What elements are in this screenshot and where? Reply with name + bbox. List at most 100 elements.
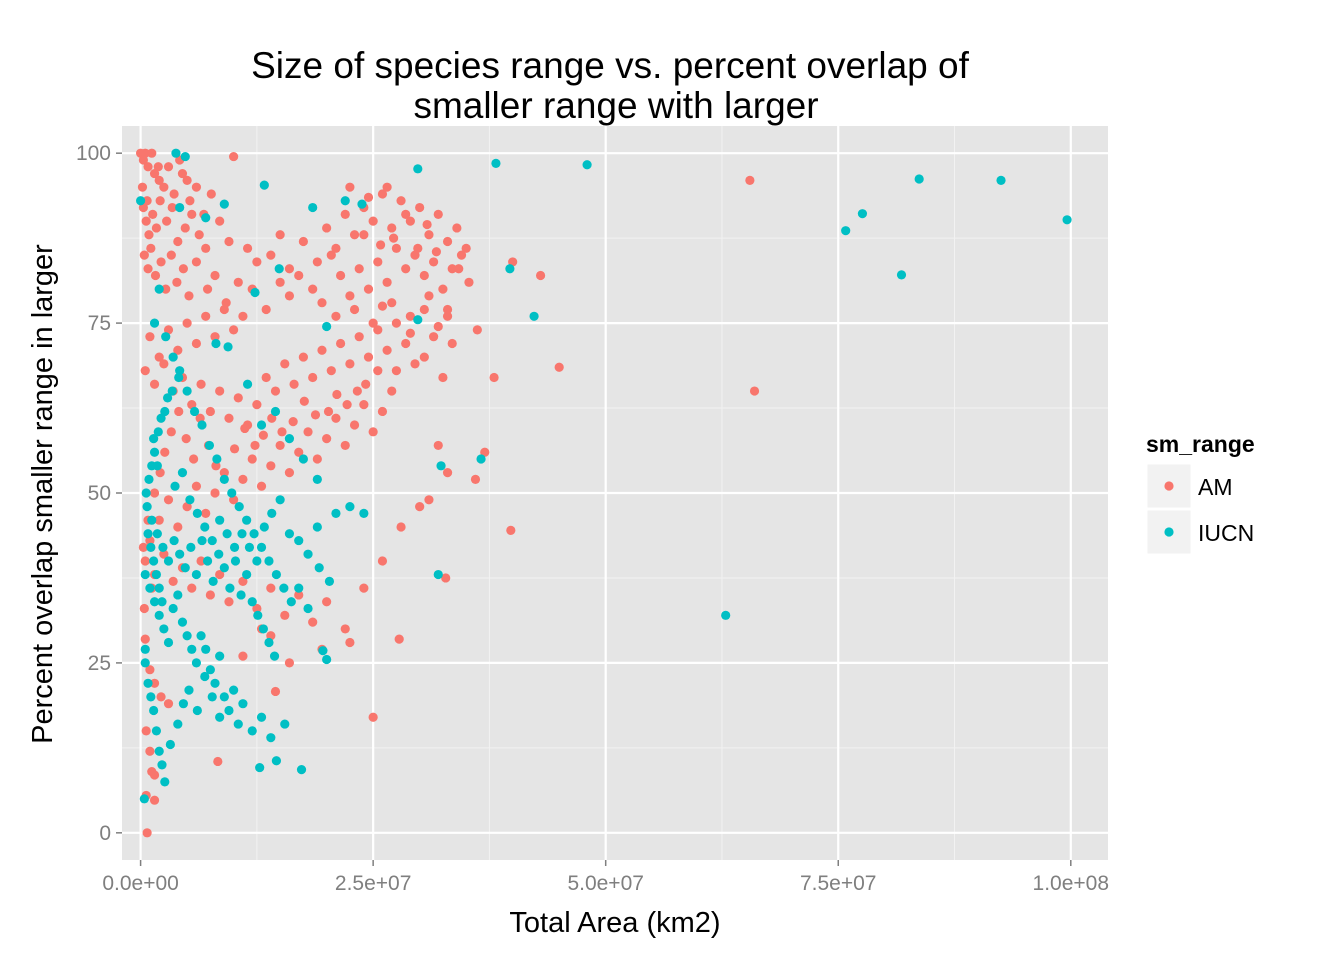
data-point-am: [159, 549, 169, 559]
data-point-iucn: [192, 705, 202, 716]
data-point-am: [191, 338, 202, 349]
data-point-am: [172, 277, 182, 287]
data-point-am: [359, 400, 369, 410]
data-point-iucn: [237, 529, 247, 539]
data-point-am: [149, 488, 160, 498]
data-point-am: [335, 338, 346, 349]
data-point-am: [410, 359, 420, 369]
data-point-am: [194, 230, 204, 240]
data-point-iucn: [318, 646, 328, 656]
data-point-iucn: [173, 719, 183, 729]
data-point-am: [391, 366, 402, 376]
data-point-iucn: [331, 508, 341, 518]
data-point-am: [145, 665, 155, 675]
data-point-iucn: [234, 501, 244, 512]
data-point-iucn: [160, 777, 170, 787]
data-point-am: [405, 328, 415, 338]
data-point-iucn: [154, 284, 164, 294]
data-point-iucn: [274, 264, 284, 274]
data-point-am: [256, 481, 267, 491]
data-point-iucn: [359, 508, 369, 518]
data-point-iucn: [192, 508, 202, 518]
legend-point-am: [1164, 481, 1174, 491]
data-point-am: [139, 250, 149, 260]
data-point-iucn: [252, 556, 262, 566]
data-point-am: [145, 746, 155, 756]
data-point-am: [161, 284, 171, 294]
data-point-am: [182, 175, 192, 185]
data-point-am: [340, 209, 350, 219]
data-point-iucn: [505, 264, 515, 274]
data-point-am: [155, 196, 165, 206]
data-point-iucn: [149, 597, 160, 607]
data-point-iucn: [162, 393, 173, 403]
data-point-am: [196, 556, 206, 566]
data-point-iucn: [208, 576, 218, 586]
data-point-am: [442, 311, 453, 321]
y-tick-label: 0: [99, 822, 111, 845]
data-point-am: [298, 352, 308, 362]
data-point-am: [270, 686, 281, 697]
data-point-am: [331, 311, 341, 321]
data-point-iucn: [721, 610, 731, 620]
data-point-iucn: [145, 583, 155, 593]
major-gridlines: [122, 126, 1108, 860]
data-point-iucn: [529, 311, 539, 321]
data-point-am: [368, 427, 378, 437]
data-point-am: [238, 474, 248, 485]
data-point-iucn: [149, 556, 159, 566]
data-point-am: [322, 223, 332, 233]
data-point-iucn: [269, 651, 280, 661]
data-point-am: [387, 298, 397, 308]
data-point-iucn: [136, 196, 146, 206]
data-point-am: [143, 162, 153, 172]
data-point-am: [140, 366, 150, 376]
data-point-am: [184, 291, 194, 301]
data-point-iucn: [186, 542, 196, 552]
data-point-iucn: [253, 610, 263, 620]
data-point-iucn: [914, 174, 924, 184]
data-point-am: [233, 393, 243, 403]
data-point-am: [340, 624, 350, 634]
data-point-am: [342, 400, 352, 410]
legend-point-iucn: [1164, 527, 1174, 537]
data-point-iucn: [140, 658, 150, 668]
data-point-am: [213, 756, 223, 767]
data-point-am: [154, 515, 164, 525]
data-point-am: [322, 597, 332, 607]
data-point-iucn: [259, 180, 269, 190]
data-point-iucn: [196, 631, 206, 641]
data-point-am: [215, 216, 225, 226]
data-point-am: [326, 250, 336, 260]
data-point-am: [506, 525, 516, 535]
data-point-am: [162, 216, 172, 226]
data-point-iucn: [207, 535, 217, 546]
data-point-am: [250, 440, 260, 451]
data-point-am: [284, 291, 295, 301]
data-point-iucn: [258, 624, 268, 634]
x-tick-label: 7.5e+07: [800, 872, 877, 895]
data-point-am: [163, 699, 174, 709]
data-point-am: [456, 250, 467, 260]
data-point-iucn: [275, 495, 285, 505]
data-point-am: [151, 223, 162, 233]
data-point-am: [252, 257, 262, 267]
data-point-am: [219, 304, 229, 315]
data-point-iucn: [200, 671, 210, 682]
data-point-am: [173, 236, 183, 247]
data-point-am: [201, 243, 211, 253]
data-point-am: [354, 332, 364, 342]
data-point-iucn: [857, 209, 868, 219]
data-point-iucn: [147, 461, 157, 471]
data-point-iucn: [247, 597, 257, 607]
data-point-am: [332, 389, 342, 400]
data-point-am: [284, 468, 295, 478]
data-point-am: [299, 396, 309, 406]
data-point-am: [359, 230, 369, 240]
data-point-am: [270, 386, 281, 396]
data-point-iucn: [242, 379, 253, 389]
data-point-am: [166, 250, 176, 260]
data-point-am: [224, 413, 234, 423]
data-point-iucn: [140, 644, 150, 654]
data-point-iucn: [436, 461, 446, 471]
